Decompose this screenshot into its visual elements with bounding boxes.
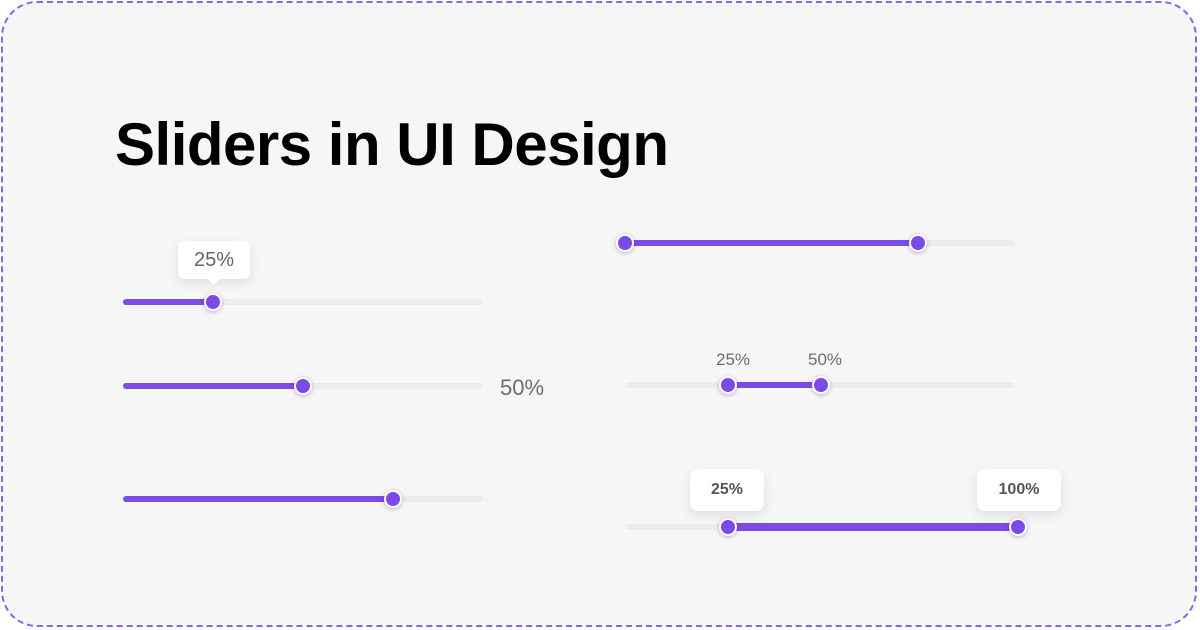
range-end-bubble: 100% (977, 469, 1061, 511)
slider-side-label[interactable] (123, 377, 483, 395)
slider-fill (123, 496, 393, 502)
range-fill (728, 382, 821, 388)
range-thumb-start[interactable] (616, 234, 634, 252)
range-end-label: 50% (808, 350, 843, 369)
range-slider-plain[interactable] (616, 234, 1015, 252)
range-start-bubble: 25% (690, 469, 764, 511)
range-fill (625, 240, 918, 246)
slider-thumb[interactable] (204, 293, 222, 311)
slider-tooltip[interactable] (123, 293, 483, 311)
slider-thumb[interactable] (384, 490, 402, 508)
slider-value-tooltip: 25% (178, 241, 250, 285)
slider-fill (123, 299, 213, 305)
range-slider-labeled[interactable] (625, 376, 1015, 394)
slider-value-label: 50% (500, 375, 545, 400)
slider-thumb[interactable] (294, 377, 312, 395)
range-thumb-end[interactable] (1009, 518, 1027, 536)
range-slider-bubbles[interactable] (625, 518, 1027, 536)
page-title: Sliders in UI Design (115, 111, 669, 178)
range-thumb-start[interactable] (719, 376, 737, 394)
range-fill (728, 523, 1018, 531)
range-start-label: 25% (716, 350, 751, 369)
range-thumb-start[interactable] (719, 518, 737, 536)
slider-plain[interactable] (123, 490, 483, 508)
slider-fill (123, 383, 303, 389)
range-thumb-end[interactable] (909, 234, 927, 252)
range-thumb-end[interactable] (812, 376, 830, 394)
